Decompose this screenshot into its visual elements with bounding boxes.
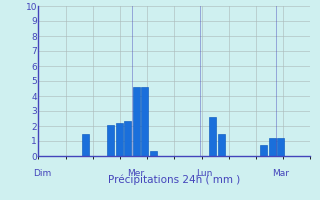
Bar	[260, 145, 267, 156]
Bar	[141, 87, 148, 156]
Bar	[218, 134, 225, 156]
Text: Mer: Mer	[128, 170, 145, 179]
Bar	[268, 138, 276, 156]
Bar	[149, 151, 157, 156]
Bar	[209, 117, 216, 156]
Bar	[124, 121, 131, 156]
Text: Mar: Mar	[272, 170, 289, 179]
Bar	[132, 87, 140, 156]
Bar	[116, 123, 123, 156]
Bar	[82, 134, 89, 156]
X-axis label: Précipitations 24h ( mm ): Précipitations 24h ( mm )	[108, 175, 241, 185]
Text: Dim: Dim	[34, 170, 52, 179]
Text: Lun: Lun	[196, 170, 212, 179]
Bar	[107, 124, 114, 156]
Bar	[277, 138, 284, 156]
